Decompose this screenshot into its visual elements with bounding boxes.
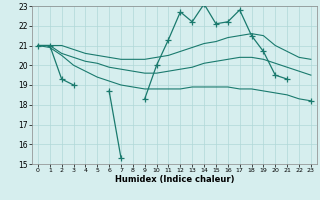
X-axis label: Humidex (Indice chaleur): Humidex (Indice chaleur): [115, 175, 234, 184]
